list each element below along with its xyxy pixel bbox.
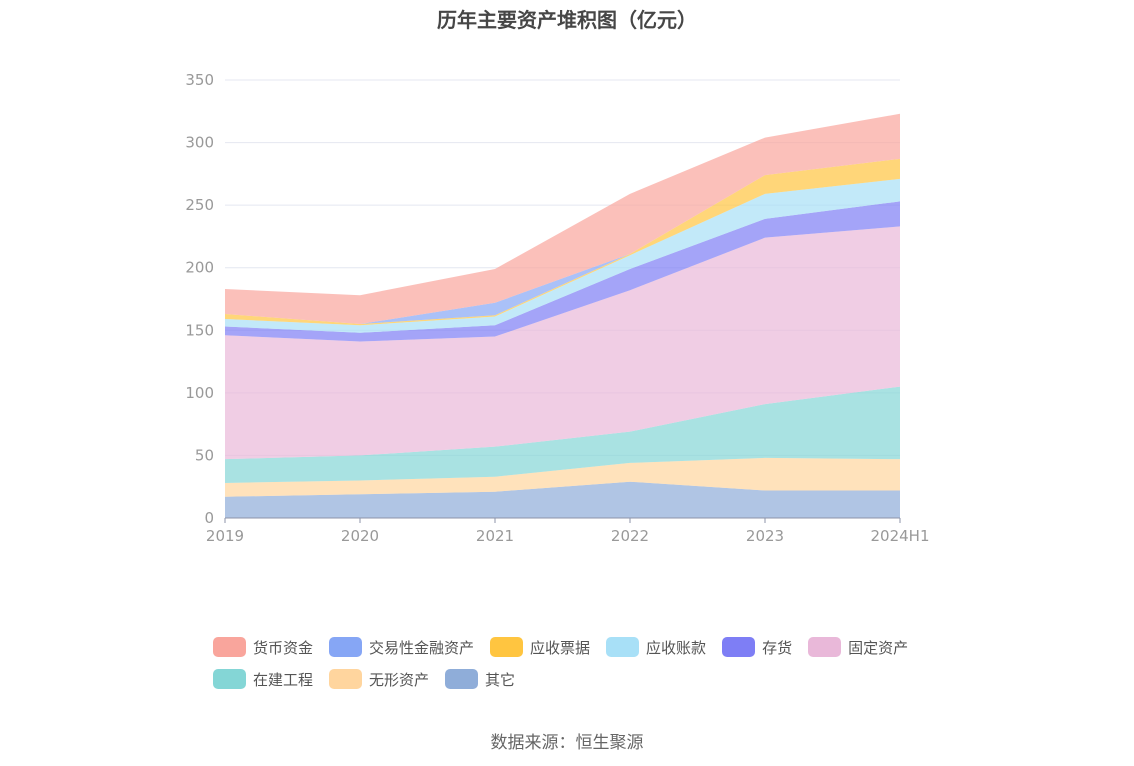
y-tick-label: 300 [185,134,214,152]
legend-item[interactable]: 在建工程 [213,669,313,690]
legend-label: 应收账款 [646,638,707,657]
y-tick-label: 50 [195,446,214,464]
legend-swatch [606,637,640,657]
y-tick-label: 250 [185,196,214,214]
legend-item[interactable]: 无形资产 [329,669,429,690]
legend-label: 在建工程 [253,670,314,689]
x-tick-label: 2020 [341,527,379,545]
legend-swatch [808,637,842,657]
legend-label: 固定资产 [848,638,909,657]
legend-item[interactable]: 交易性金融资产 [329,637,474,658]
legend-item[interactable]: 固定资产 [808,637,908,658]
area-应收账款 [225,178,900,333]
legend-row: 在建工程 无形资产 其它 [213,663,933,695]
area-存货 [225,201,900,342]
legend-label: 货币资金 [253,638,314,657]
legend-swatch [213,669,246,689]
x-tick-label: 2021 [476,527,514,545]
chart-title: 历年主要资产堆积图（亿元） [437,8,697,32]
legend-item[interactable]: 应收账款 [606,637,706,658]
area-其它 [225,481,900,518]
y-tick-label: 100 [185,384,214,402]
y-tick-label: 350 [185,71,214,89]
legend-swatch [490,637,524,657]
stacked-area-chart: 0 50 100 150 200 250 300 350 2019 2020 2021 2022 202… [185,71,929,545]
legend-swatch [722,637,756,657]
legend-label: 应收票据 [530,638,591,657]
legend-label: 存货 [762,638,793,657]
area-应收票据 [225,158,900,326]
legend-item[interactable]: 存货 [722,637,792,658]
legend-label: 无形资产 [369,670,430,689]
legend-label: 其它 [485,670,516,689]
legend-row: 货币资金 交易性金融资产 应收票据 应收账款 存货 固定资产 [213,631,933,663]
legend-item[interactable]: 货币资金 [213,637,313,658]
legend: 货币资金 交易性金融资产 应收票据 应收账款 存货 固定资产 在建工程 无形资产 其它 [213,631,933,695]
legend-swatch [445,669,479,689]
x-tick-label: 2019 [206,527,244,545]
area-货币资金 [225,113,900,325]
y-tick-label: 150 [185,321,214,339]
y-tick-label: 0 [204,509,214,527]
x-tick-label: 2023 [746,527,784,545]
x-tick-label: 2024H1 [871,527,930,545]
area-固定资产 [225,226,900,460]
legend-swatch [329,637,363,657]
source-note: 数据来源：恒生聚源 [490,733,644,753]
area-在建工程 [225,386,900,483]
legend-swatch [213,637,246,657]
legend-item[interactable]: 应收票据 [490,637,590,658]
area-series [225,113,900,518]
axes: 0 50 100 150 200 250 300 350 2019 2020 2021 2022 202… [185,71,929,545]
x-tick-label: 2022 [611,527,649,545]
legend-swatch [329,669,363,689]
legend-label: 交易性金融资产 [369,638,475,657]
area-无形资产 [225,457,900,497]
y-tick-label: 200 [185,259,214,277]
legend-item[interactable]: 其它 [445,669,515,690]
